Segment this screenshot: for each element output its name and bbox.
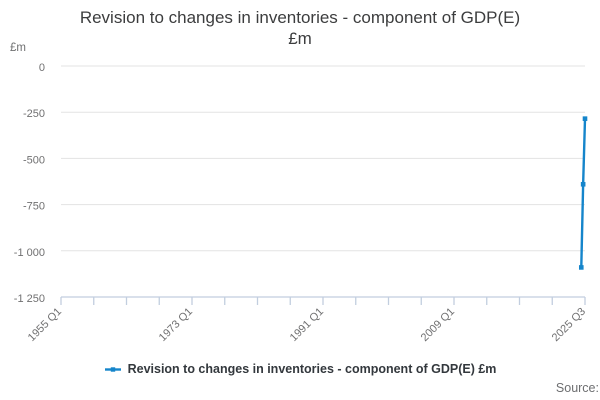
- x-tick-label: 1991 Q1: [288, 306, 326, 344]
- y-tick-label: -750: [23, 201, 45, 213]
- data-point-marker: [578, 265, 584, 270]
- chart-title-line2: £m: [288, 29, 312, 48]
- y-tick-label: -1 000: [14, 247, 45, 259]
- legend-label: Revision to changes in inventories - com…: [127, 362, 497, 376]
- y-axis-unit-label: £m: [10, 42, 26, 54]
- x-tick-label: 1955 Q1: [26, 306, 64, 344]
- chart-title: Revision to changes in inventories - com…: [0, 7, 600, 49]
- legend: Revision to changes in inventories - com…: [0, 362, 600, 376]
- legend-point-marker: [110, 366, 115, 372]
- source-label: Source:: [555, 381, 599, 395]
- y-tick-label: 0: [39, 62, 45, 74]
- series-line: [580, 118, 587, 268]
- x-tick-label: 2009 Q1: [419, 306, 457, 344]
- chart-title-line1: Revision to changes in inventories - com…: [79, 8, 521, 27]
- y-tick-label: -500: [23, 154, 45, 166]
- y-tick-label: -1 250: [14, 293, 45, 305]
- x-tick-label: 2025 Q3: [550, 306, 588, 344]
- legend-line-marker-icon: [104, 366, 121, 372]
- x-tick-label: 1973 Q1: [157, 306, 195, 344]
- data-point-marker: [582, 116, 588, 121]
- y-tick-label: -250: [23, 108, 45, 120]
- data-point-marker: [580, 181, 586, 187]
